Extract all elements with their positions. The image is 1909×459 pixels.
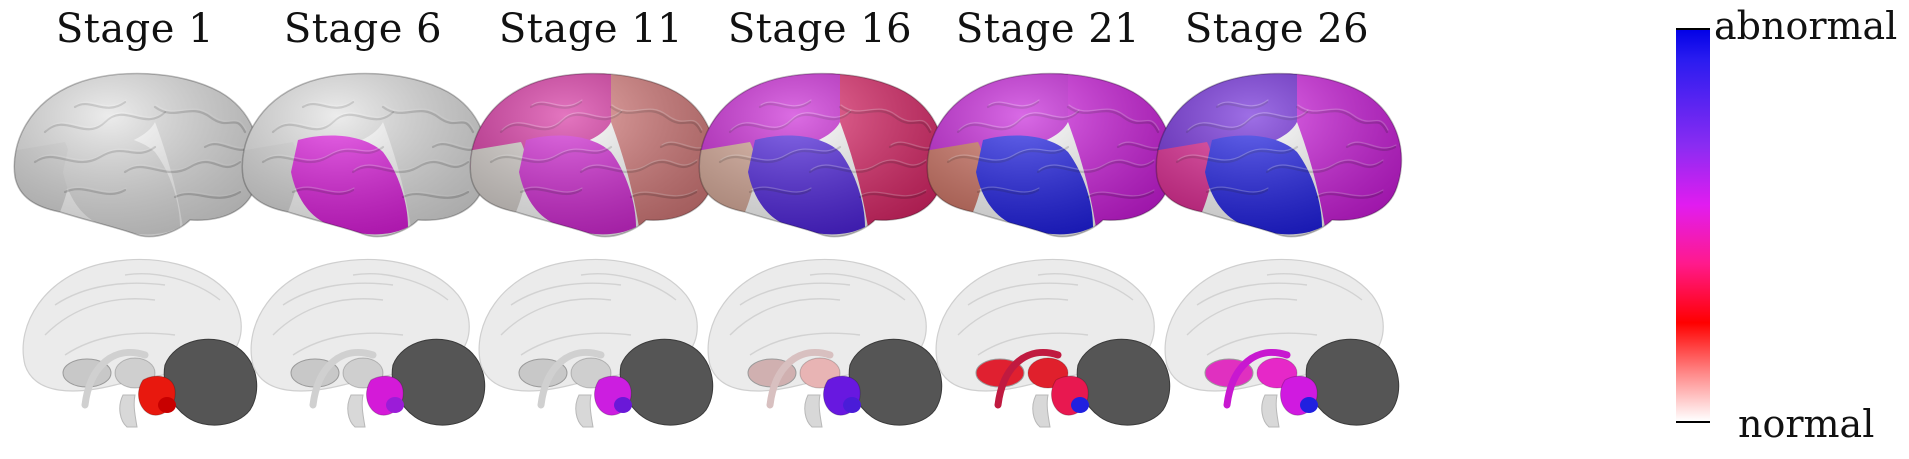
subcortex-brain-illustration [1164, 258, 1400, 428]
cerebellum [848, 338, 943, 426]
cortex-brain-illustration [1155, 72, 1403, 238]
cerebellum [619, 338, 714, 426]
brainstem [119, 394, 138, 428]
cortex-brain-illustration [241, 72, 489, 238]
colorbar-top-tick [1676, 28, 1710, 30]
stage-title: Stage 6 [283, 6, 443, 52]
cerebellum [1076, 338, 1171, 426]
colorbar-gradient [1676, 28, 1710, 421]
subcortex-brain-illustration [707, 258, 943, 428]
subcortex-brain-illustration [250, 258, 486, 428]
cortex-brain-illustration [926, 72, 1174, 238]
cortex-brain-illustration [13, 72, 261, 238]
amygdala [614, 397, 632, 413]
stage-panel-2: Stage 6 [228, 0, 498, 459]
stage-panel-4: Stage 16 [685, 0, 955, 459]
cortex-lateral-view [1147, 62, 1407, 242]
cerebellum [1305, 338, 1400, 426]
subcortex-medial-view [233, 245, 493, 435]
subcortex-medial-view [690, 245, 950, 435]
brainstem [347, 394, 366, 428]
amygdala [386, 397, 404, 413]
caudate [81, 348, 149, 409]
brainstem [804, 394, 823, 428]
stage-panel-6: Stage 26 [1142, 0, 1412, 459]
amygdala [1300, 397, 1318, 413]
colorbar-top-label: abnormal [1714, 4, 1898, 48]
cerebellum [163, 338, 258, 426]
brainstem [1261, 394, 1280, 428]
caudate [537, 348, 605, 409]
subcortex-medial-view [918, 245, 1178, 435]
subcortex-medial-view [5, 245, 265, 435]
cortex-brain-illustration [698, 72, 946, 238]
stage-panel-5: Stage 21 [913, 0, 1183, 459]
cortex-lateral-view [233, 62, 493, 242]
amygdala [843, 397, 861, 413]
subcortex-brain-illustration [478, 258, 714, 428]
caudate [1223, 348, 1291, 409]
subcortex-medial-view [461, 245, 721, 435]
caudate [309, 348, 377, 409]
brainstem [575, 394, 594, 428]
colorbar: abnormal normal [1670, 0, 1909, 459]
stage-title: Stage 1 [55, 6, 215, 52]
cerebellum [391, 338, 486, 426]
subcortex-brain-illustration [22, 258, 258, 428]
cortex-brain-illustration [469, 72, 717, 238]
colorbar-bottom-label: normal [1738, 402, 1875, 446]
cortex-lateral-view [918, 62, 1178, 242]
stage-title: Stage 21 [955, 6, 1141, 52]
stage-title: Stage 11 [498, 6, 684, 52]
subcortex-medial-view [1147, 245, 1407, 435]
stage-title: Stage 16 [727, 6, 913, 52]
stage-title: Stage 26 [1184, 6, 1370, 52]
cortex-lateral-view [461, 62, 721, 242]
cortex-lateral-view [5, 62, 265, 242]
stage-panel-1: Stage 1 [0, 0, 270, 459]
cortex-lateral-view [690, 62, 950, 242]
caudate [994, 348, 1062, 409]
caudate [766, 348, 834, 409]
colorbar-bottom-tick [1676, 421, 1710, 423]
stage-panel-3: Stage 11 [456, 0, 726, 459]
amygdala [158, 397, 176, 413]
amygdala [1071, 397, 1089, 413]
brainstem [1032, 394, 1051, 428]
subcortex-brain-illustration [935, 258, 1171, 428]
